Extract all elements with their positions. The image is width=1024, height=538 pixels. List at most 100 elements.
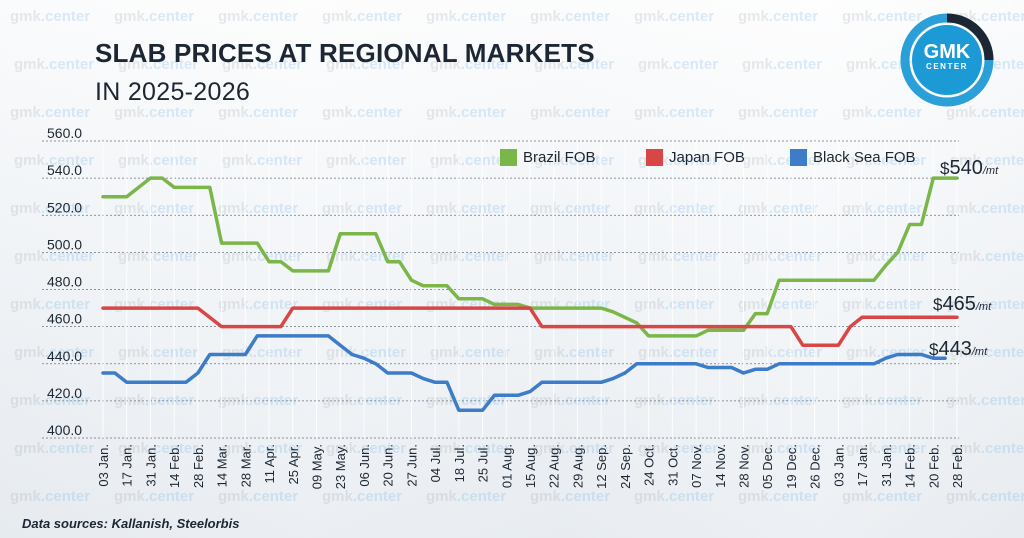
x-tick-label: 03 Jan. [96,444,111,487]
watermark-text: gmk.center [534,440,615,457]
watermark-text: gmk.center [950,440,1024,457]
watermark-text: gmk.center [222,56,303,73]
watermark-text: gmk.center [638,56,719,73]
x-tick-label: 14 Mar. [215,444,230,487]
watermark-text: gmk.center [946,200,1024,217]
x-tick-label: 28 Mar. [238,444,253,487]
x-tick-label: 14 Nov. [713,444,728,488]
watermark-text: gmk.center [634,104,715,121]
watermark-text: gmk.center [114,392,195,409]
end-value-black-sea: 443 [938,338,972,360]
x-tick-label: 06 Jun. [357,444,372,487]
x-tick-label: 11 Apr. [262,444,277,484]
watermark-text: gmk.center [742,56,823,73]
watermark-text: gmk.center [638,344,719,361]
y-tick-label: 420.0 [47,385,82,401]
legend-label-black-sea: Black Sea FOB [813,148,916,166]
end-value-brazil: 540 [949,157,983,179]
x-tick-label: 20 Jun. [381,444,396,487]
x-tick-label: 29 Aug. [570,444,585,488]
series-line-brazil-fob [101,176,959,338]
legend-swatch-black-sea [790,148,807,166]
watermark-text: gmk.center [738,104,819,121]
chart-subtitle: IN 2025-2026 [95,78,251,106]
watermark-text: gmk.center [326,344,407,361]
end-label-brazil: $540/mt [940,157,998,180]
watermark-text: gmk.center [322,488,403,505]
y-tick-label: 400.0 [47,422,82,438]
watermark-text: gmk.center [118,56,199,73]
watermark-text: gmk.center [14,56,95,73]
x-tick-label: 25 Jul. [476,444,491,482]
watermark-text: gmk.center [114,8,195,25]
watermark-text: gmk.center [634,296,715,313]
watermark-text: gmk.center [426,488,507,505]
logo-sub-text: CENTER [926,62,968,71]
watermark-text: gmk.center [222,440,303,457]
end-value-japan: 465 [942,293,976,315]
y-axis: 560.0 540.0 520.0 500.0 480.0 460.0 440.0 420.0… [47,125,82,438]
watermark-text: gmk.center [430,152,511,169]
watermark-text: gmk.center [742,440,823,457]
watermark-text: gmk.center [218,296,299,313]
x-tick-label: 01 Aug. [499,444,514,488]
watermark-text: gmk.center [846,152,927,169]
watermark-text: gmk.center [118,152,199,169]
watermark-text: gmk.center [218,392,299,409]
y-tick-label: 560.0 [47,125,82,141]
legend-label-japan: Japan FOB [669,148,745,166]
x-tick-label: 31 Jan. [879,444,894,487]
watermark-text: gmk.center [634,8,715,25]
watermark-text: gmk.center [14,344,95,361]
end-unit-brazil: /mt [982,165,999,177]
gmk-center-logo [900,13,994,107]
legend-swatch-japan [646,148,663,166]
end-currency-brazil: $ [940,159,950,178]
x-tick-label: 23 May. [333,444,348,489]
legend-item-japan: Japan FOB [646,147,745,167]
x-tick-label: 15 Aug. [523,444,538,488]
x-tick-label: 12 Sep. [594,444,609,489]
watermark-text: gmk.center [430,56,511,73]
watermark-text: gmk.center [530,488,611,505]
x-tick-label: 24 Oct. [642,444,657,486]
watermark-text: gmk.center [738,8,819,25]
watermark-text: gmk.center [638,440,719,457]
x-tick-label: 19 Dec. [784,444,799,489]
watermark-text: gmk.center [530,104,611,121]
watermark-text: gmk.center [946,488,1024,505]
watermark-text: gmk.center [114,200,195,217]
x-tick-label: 26 Dec. [808,444,823,489]
watermark-text: gmk.center [430,344,511,361]
x-tick-label: 17 Jan. [855,444,870,487]
watermark-text: gmk.center [14,152,95,169]
watermark-text: gmk.center [738,392,819,409]
watermark-text: gmk.center [430,248,511,265]
watermark-text: gmk.center [10,296,91,313]
watermark-text: gmk.center [634,392,715,409]
watermark-text: gmk.center [322,200,403,217]
watermark-text: gmk.center [14,248,95,265]
x-tick-label: 14 Feb. [903,444,918,488]
y-tick-label: 520.0 [47,199,82,215]
watermark-text: gmk.center [426,104,507,121]
x-tick-label: 28 Feb. [191,444,206,488]
x-tick-label: 09 May. [310,444,325,489]
chart-title: SLAB PRICES AT REGIONAL MARKETS [95,38,595,68]
end-currency-black-sea: $ [929,340,939,359]
end-unit-japan: /mt [975,301,992,313]
watermark-text: gmk.center [738,200,819,217]
watermark-text: gmk.center [846,440,927,457]
y-tick-label: 440.0 [47,348,82,364]
watermark-text: gmk.center [218,200,299,217]
watermark-text: gmk.center [118,344,199,361]
watermark-text: gmk.center [842,104,923,121]
watermark-text: gmk.center [638,248,719,265]
watermark-text: gmk.center [950,248,1024,265]
watermark-text: gmk.center [946,104,1024,121]
watermark-text: gmk.center [842,8,923,25]
watermark-text: gmk.center [10,104,91,121]
watermark-text: gmk.center [842,488,923,505]
